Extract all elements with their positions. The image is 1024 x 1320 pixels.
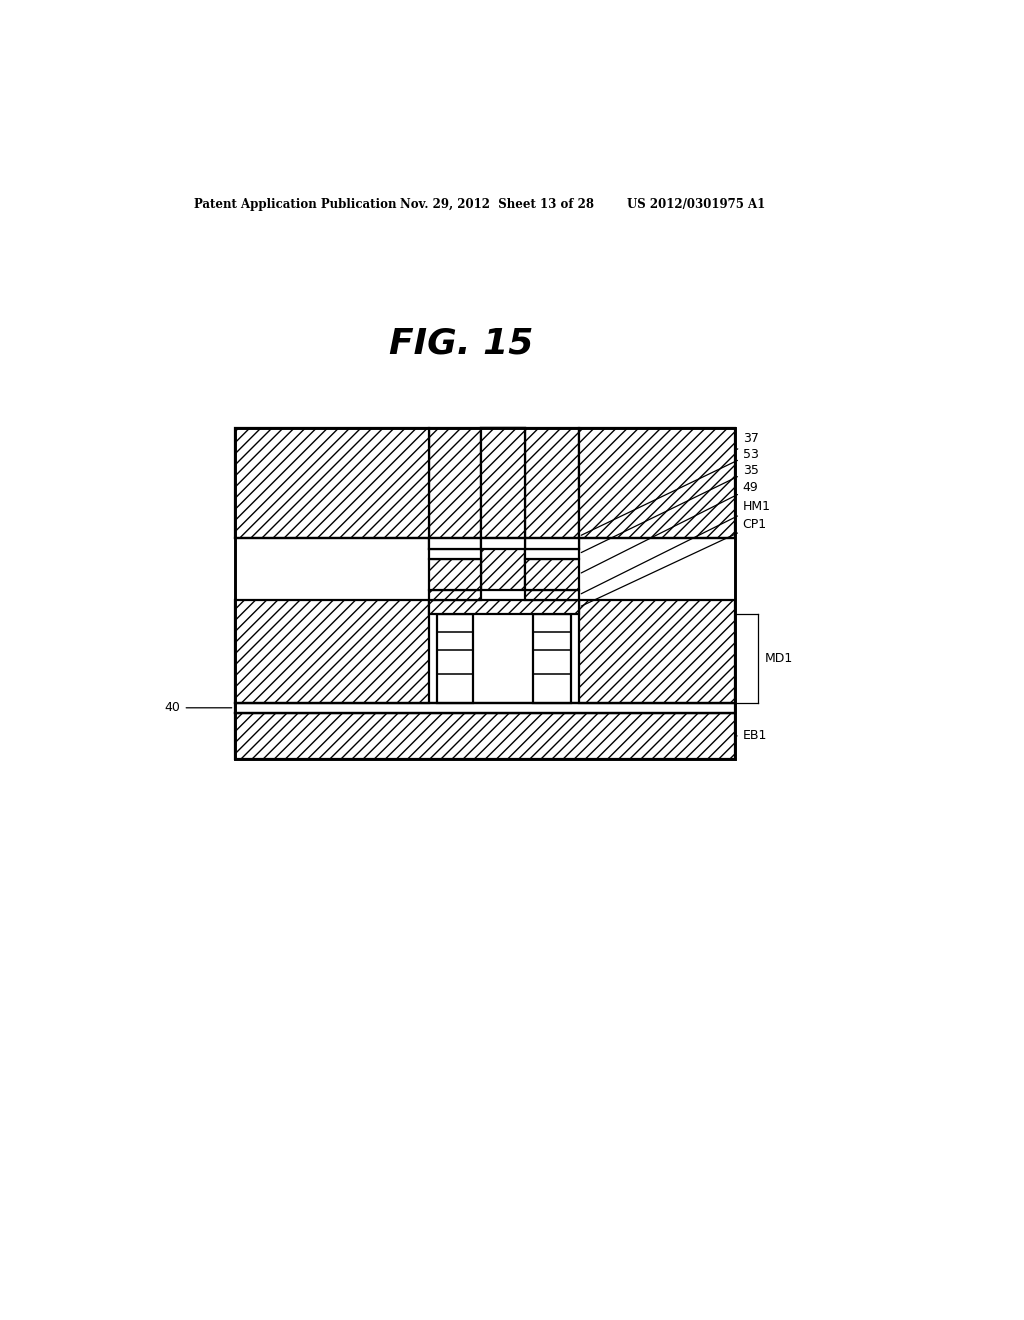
Bar (429, 539, 481, 549)
Text: MD1: MD1 (764, 652, 793, 665)
Bar (524, 539, 579, 549)
Text: CP1: CP1 (582, 519, 767, 606)
Bar (579, 601, 735, 702)
Bar (429, 590, 481, 601)
Bar (429, 558, 481, 590)
Bar (524, 539, 579, 549)
Bar (437, 614, 473, 702)
Bar (579, 428, 735, 539)
Bar (524, 549, 579, 558)
Text: Nov. 29, 2012  Sheet 13 of 28: Nov. 29, 2012 Sheet 13 of 28 (400, 198, 594, 211)
Text: FIG. 15: FIG. 15 (389, 326, 534, 360)
Bar (532, 614, 571, 702)
Bar (481, 428, 524, 590)
Bar (234, 702, 735, 713)
Text: 37: 37 (737, 432, 759, 449)
Bar (429, 428, 579, 549)
Text: US 2012/0301975 A1: US 2012/0301975 A1 (628, 198, 766, 211)
Text: 40: 40 (165, 701, 231, 714)
Text: HM1: HM1 (582, 500, 771, 594)
Bar (234, 428, 735, 759)
Bar (429, 549, 481, 558)
Bar (481, 539, 524, 549)
Bar (234, 713, 735, 759)
Bar (234, 601, 429, 702)
Bar (429, 539, 481, 549)
Bar (524, 558, 579, 590)
Text: 49: 49 (582, 482, 759, 573)
Bar (429, 601, 579, 614)
Bar (234, 428, 429, 539)
Bar (429, 614, 579, 702)
Text: 35: 35 (582, 463, 759, 553)
Bar (524, 590, 579, 601)
Text: Patent Application Publication: Patent Application Publication (194, 198, 396, 211)
Text: EB1: EB1 (735, 730, 767, 742)
Bar (481, 428, 524, 539)
Text: 53: 53 (582, 447, 759, 536)
